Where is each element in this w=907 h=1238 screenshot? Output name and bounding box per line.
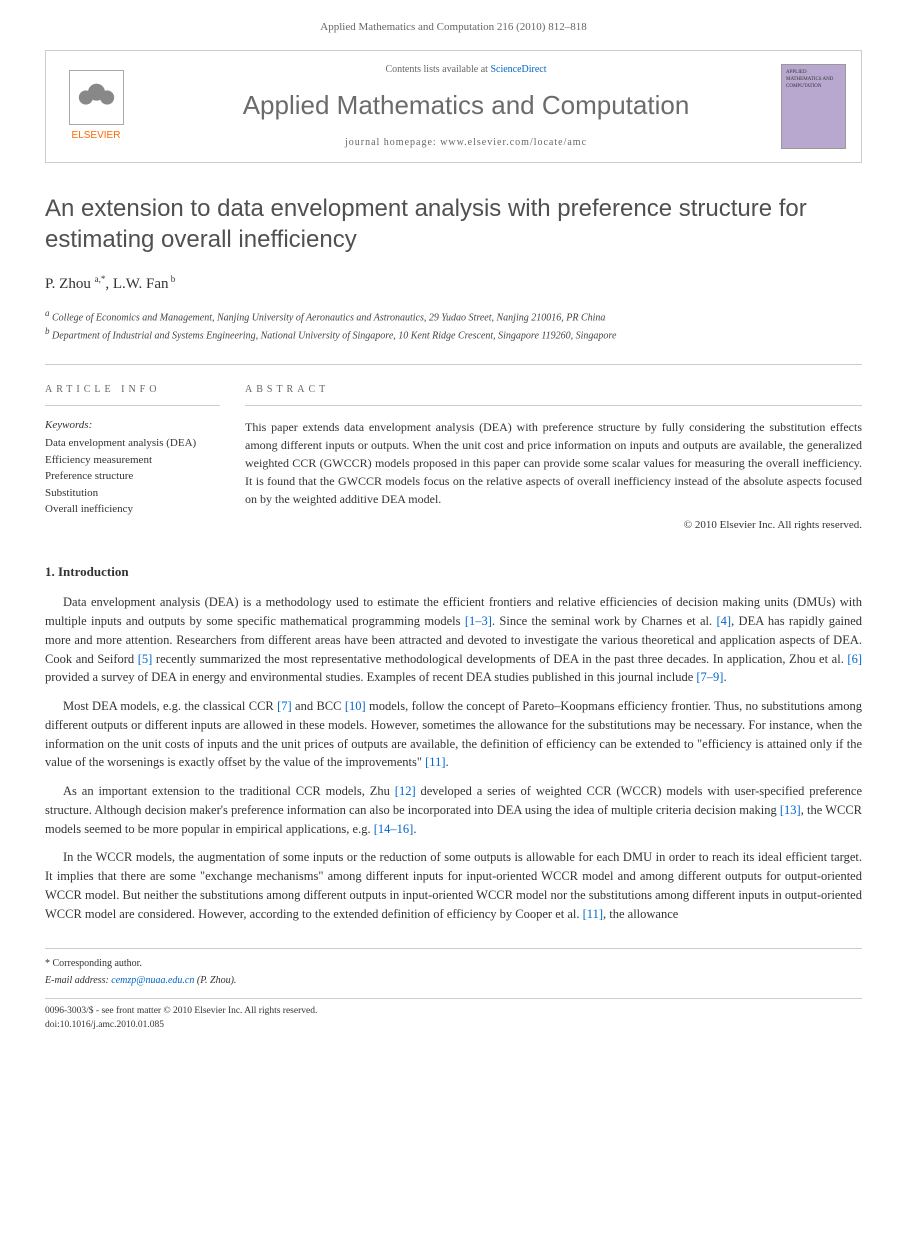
page-header-citation: Applied Mathematics and Computation 216 … — [0, 0, 907, 50]
journal-cover-thumbnail: APPLIED MATHEMATICS AND COMPUTATION — [781, 64, 846, 149]
elsevier-text: ELSEVIER — [72, 129, 121, 143]
contents-prefix: Contents lists available at — [385, 64, 490, 75]
article-info-column: ARTICLE INFO Keywords: Data envelopment … — [45, 383, 245, 533]
affil-text-a: College of Economics and Management, Nan… — [52, 312, 605, 323]
keyword-0: Data envelopment analysis (DEA) — [45, 435, 220, 452]
article-info-heading: ARTICLE INFO — [45, 383, 220, 406]
section-1-para-0: Data envelopment analysis (DEA) is a met… — [45, 593, 862, 687]
author-email-link[interactable]: cemzp@nuaa.edu.cn — [111, 975, 194, 986]
affil-sup-a: a — [45, 308, 50, 318]
affiliations: a College of Economics and Management, N… — [45, 307, 862, 344]
elsevier-logo: ELSEVIER — [61, 67, 131, 147]
section-1-para-2: As an important extension to the traditi… — [45, 782, 862, 838]
section-1-para-1: Most DEA models, e.g. the classical CCR … — [45, 697, 862, 772]
abstract-copyright: © 2010 Elsevier Inc. All rights reserved… — [245, 518, 862, 533]
affiliation-a: a College of Economics and Management, N… — [45, 307, 862, 325]
section-1-heading: 1. Introduction — [45, 563, 862, 581]
corresponding-author-note: * Corresponding author. — [45, 957, 862, 971]
keyword-2: Preference structure — [45, 468, 220, 485]
journal-header-box: ELSEVIER Contents lists available at Sci… — [45, 50, 862, 162]
contents-available-line: Contents lists available at ScienceDirec… — [151, 63, 781, 77]
email-suffix: (P. Zhou). — [194, 975, 236, 986]
keyword-3: Substitution — [45, 485, 220, 502]
article-title: An extension to data envelopment analysi… — [45, 193, 862, 255]
abstract-text: This paper extends data envelopment anal… — [245, 418, 862, 508]
email-label: E-mail address: — [45, 975, 111, 986]
keyword-4: Overall inefficiency — [45, 501, 220, 518]
affil-sup-b: b — [45, 326, 50, 336]
affil-text-b: Department of Industrial and Systems Eng… — [52, 331, 616, 342]
footer-bottom: 0096-3003/$ - see front matter © 2010 El… — [45, 998, 862, 1032]
section-1-para-3: In the WCCR models, the augmentation of … — [45, 848, 862, 923]
footer-doi: doi:10.1016/j.amc.2010.01.085 — [45, 1019, 862, 1032]
abstract-column: ABSTRACT This paper extends data envelop… — [245, 383, 862, 533]
affiliation-b: b Department of Industrial and Systems E… — [45, 325, 862, 343]
keywords-label: Keywords: — [45, 418, 220, 433]
sciencedirect-link[interactable]: ScienceDirect — [490, 64, 546, 75]
authors: P. Zhou a,*, L.W. Fan b — [45, 273, 862, 295]
footer-copyright: 0096-3003/$ - see front matter © 2010 El… — [45, 1005, 862, 1018]
journal-homepage: journal homepage: www.elsevier.com/locat… — [151, 136, 781, 150]
keyword-1: Efficiency measurement — [45, 452, 220, 469]
journal-center: Contents lists available at ScienceDirec… — [151, 63, 781, 149]
footer: * Corresponding author. E-mail address: … — [45, 948, 862, 1032]
footer-email-line: E-mail address: cemzp@nuaa.edu.cn (P. Zh… — [45, 974, 862, 988]
info-abstract-row: ARTICLE INFO Keywords: Data envelopment … — [45, 364, 862, 533]
journal-title: Applied Mathematics and Computation — [151, 87, 781, 123]
abstract-heading: ABSTRACT — [245, 383, 862, 406]
elsevier-tree-icon — [69, 70, 124, 125]
article-content: An extension to data envelopment analysi… — [0, 193, 907, 1032]
